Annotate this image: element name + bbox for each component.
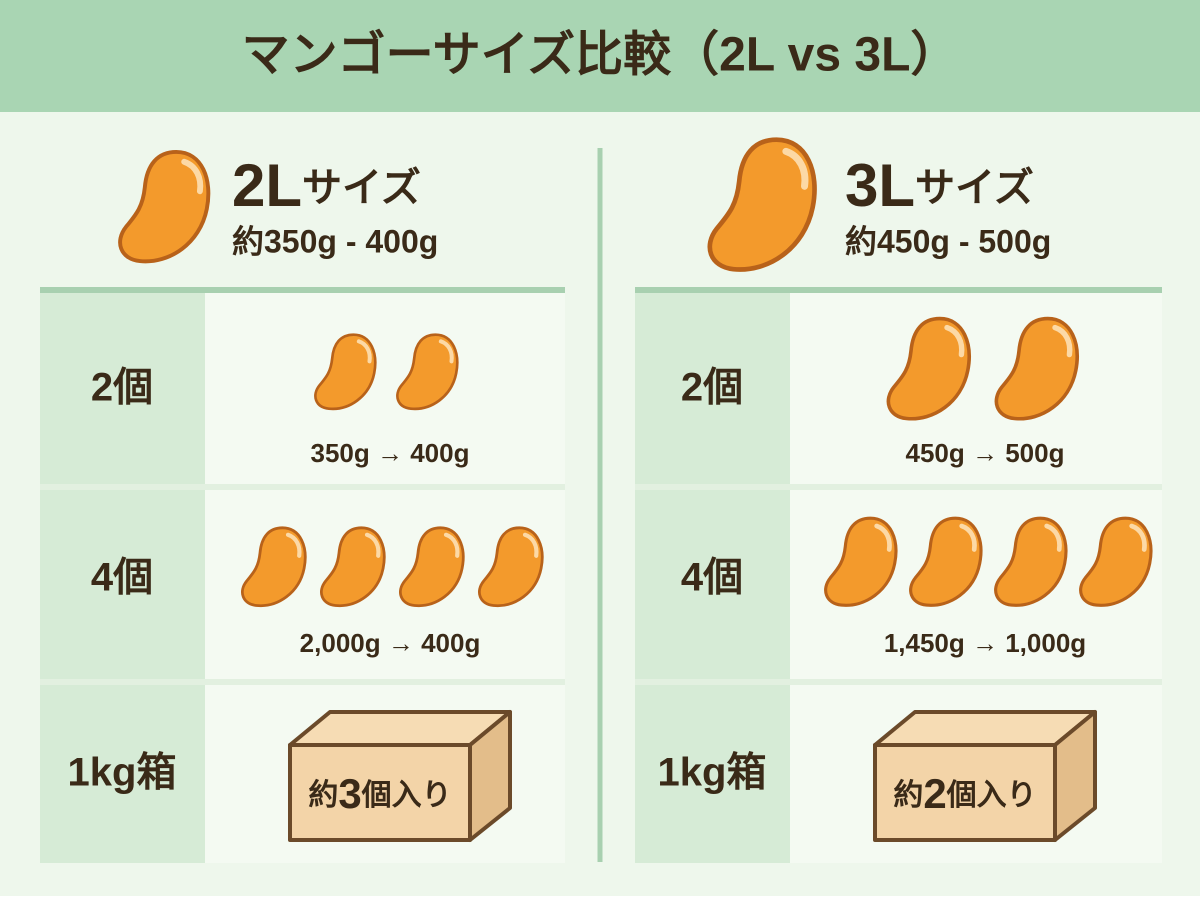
weight: 約350g - 400g [232, 223, 438, 259]
box-count: 3 [338, 770, 361, 817]
title-band [0, 0, 1200, 112]
box-text-part: 個入り [946, 779, 1037, 812]
box-count: 2 [923, 770, 946, 817]
size-suffix: サイズ [915, 166, 1034, 210]
row-label: 4個 [681, 556, 743, 600]
label-column [40, 293, 205, 863]
size: 2L [232, 152, 302, 219]
box-text: 約2個入り [893, 770, 1036, 817]
column-3l: 3Lサイズ 約450g - 500g 2個 450g → 500g 4個 1,4… [635, 140, 1162, 863]
weight: 約450g - 500g [845, 223, 1051, 259]
size-heading: 3Lサイズ [845, 152, 1034, 219]
caption: 1,450g → 1,000g [884, 628, 1086, 658]
row-label: 4個 [91, 556, 153, 600]
row-label: 2個 [91, 366, 153, 410]
size: 3L [845, 152, 915, 219]
caption: 350g → 400g [311, 438, 470, 468]
caption: 2,000g → 400g [300, 628, 481, 658]
row-label: 1kg箱 [68, 751, 177, 795]
box [288, 710, 512, 842]
row-label: 1kg箱 [658, 751, 767, 795]
size-suffix: サイズ [302, 166, 421, 210]
label-column [635, 293, 790, 863]
caption: 450g → 500g [906, 438, 1065, 468]
box-text-part: 個入り [361, 779, 452, 812]
box-text-part: 約 [893, 779, 923, 812]
box-text: 約3個入り [308, 770, 451, 817]
size-heading: 2Lサイズ [232, 152, 421, 219]
column-2l: 2Lサイズ 約350g - 400g 2個 350g → 400g 4個 2,0… [40, 152, 565, 863]
box [873, 710, 1097, 842]
row-label: 2個 [681, 366, 743, 410]
box-text-part: 約 [308, 779, 338, 812]
title: マンゴーサイズ比較（2L vs 3L） [242, 28, 959, 82]
